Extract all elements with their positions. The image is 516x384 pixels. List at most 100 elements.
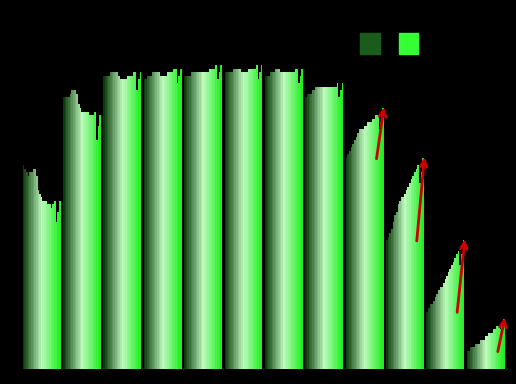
Bar (499, 329, 502, 369)
Bar (408, 187, 409, 369)
Bar (99, 115, 101, 369)
Bar (94, 111, 96, 369)
Bar (438, 290, 440, 369)
Bar (162, 76, 164, 369)
Bar (180, 69, 182, 369)
Bar (126, 76, 128, 369)
Bar (199, 72, 201, 369)
Bar (327, 86, 328, 369)
Bar (138, 79, 140, 369)
Bar (105, 76, 107, 369)
Bar (49, 204, 51, 369)
Bar (170, 72, 172, 369)
Bar (111, 72, 114, 369)
Bar (164, 76, 165, 369)
Bar (372, 119, 374, 369)
Bar (86, 111, 88, 369)
Bar (293, 72, 295, 369)
Bar (234, 69, 236, 369)
Bar (24, 169, 26, 369)
Bar (295, 69, 296, 369)
Bar (110, 72, 111, 369)
Bar (41, 197, 42, 369)
Bar (412, 176, 414, 369)
Bar (414, 172, 416, 369)
Bar (73, 90, 75, 369)
Bar (175, 69, 177, 369)
Bar (305, 97, 307, 369)
Bar (54, 201, 56, 369)
Bar (369, 122, 370, 369)
Bar (85, 111, 86, 369)
Bar (477, 344, 478, 369)
Bar (226, 72, 228, 369)
Bar (44, 201, 46, 369)
Bar (289, 72, 292, 369)
Bar (495, 329, 496, 369)
Bar (118, 76, 120, 369)
Bar (288, 72, 289, 369)
Bar (231, 72, 233, 369)
Bar (367, 122, 369, 369)
Bar (401, 197, 402, 369)
Bar (108, 76, 110, 369)
Bar (280, 72, 281, 369)
Bar (47, 204, 49, 369)
Bar (270, 72, 271, 369)
Bar (399, 201, 401, 369)
Bar (307, 94, 309, 369)
Bar (362, 129, 364, 369)
Bar (56, 222, 57, 369)
Bar (332, 86, 333, 369)
Bar (68, 97, 70, 369)
Bar (446, 276, 448, 369)
Bar (396, 212, 397, 369)
Bar (224, 72, 226, 369)
Bar (402, 197, 404, 369)
Bar (503, 319, 505, 369)
Bar (96, 140, 98, 369)
Bar (389, 233, 391, 369)
Bar (39, 194, 41, 369)
Bar (265, 76, 267, 369)
Bar (352, 144, 354, 369)
Bar (320, 86, 322, 369)
Bar (375, 115, 377, 369)
Bar (399, 33, 418, 55)
Bar (75, 90, 76, 369)
Bar (70, 94, 71, 369)
Bar (189, 76, 191, 369)
Bar (184, 76, 186, 369)
Bar (216, 65, 217, 369)
Bar (194, 72, 196, 369)
Bar (207, 72, 209, 369)
Bar (312, 90, 314, 369)
Bar (283, 72, 285, 369)
Bar (458, 251, 459, 369)
Bar (76, 94, 78, 369)
Bar (430, 305, 431, 369)
Bar (261, 65, 263, 369)
Bar (31, 172, 33, 369)
Bar (173, 69, 175, 369)
Bar (374, 119, 375, 369)
Bar (251, 69, 252, 369)
Bar (158, 72, 160, 369)
Bar (473, 347, 475, 369)
Bar (28, 176, 29, 369)
Bar (252, 69, 254, 369)
Bar (493, 329, 495, 369)
Bar (393, 222, 394, 369)
Bar (296, 69, 298, 369)
Bar (391, 229, 393, 369)
Bar (239, 69, 241, 369)
Bar (172, 72, 173, 369)
Bar (342, 83, 343, 369)
Bar (428, 308, 430, 369)
Bar (419, 183, 421, 369)
Bar (354, 140, 356, 369)
Bar (267, 76, 268, 369)
Bar (191, 72, 192, 369)
Bar (365, 126, 367, 369)
Bar (291, 72, 293, 369)
